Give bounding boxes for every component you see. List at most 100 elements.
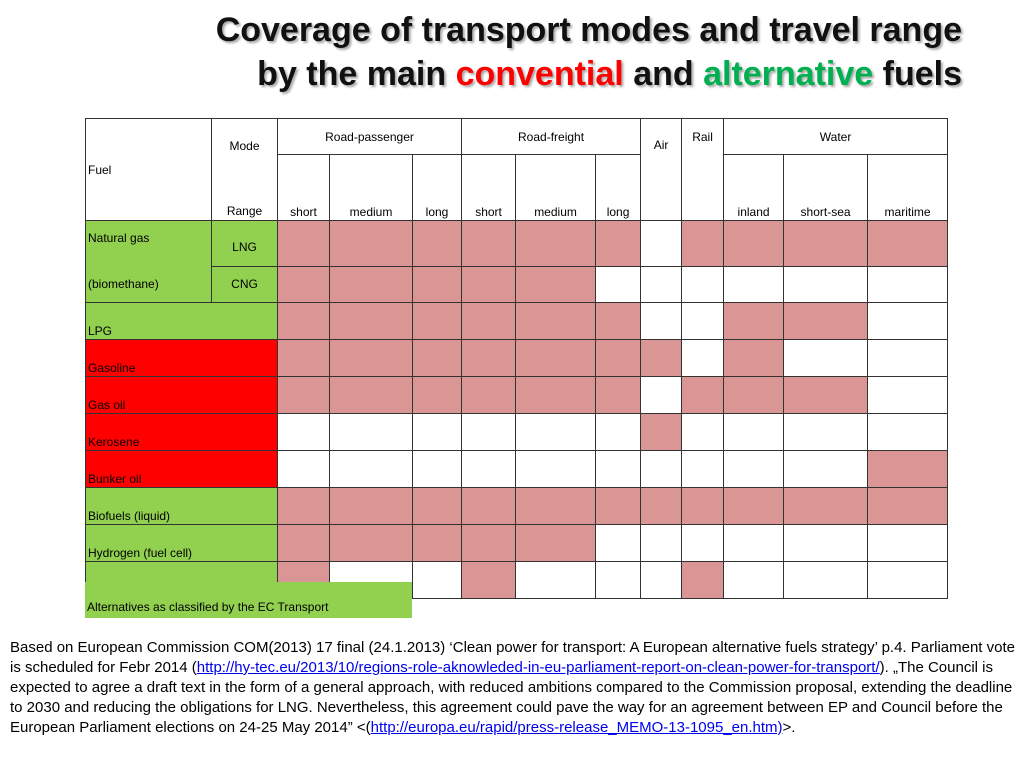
table-row: Gasoline [85,338,949,377]
header-cell: long [595,154,642,221]
covered-cell [411,265,463,303]
header-cell: Rail [681,118,725,221]
empty-cell [681,449,725,488]
empty-cell [595,523,642,562]
covered-cell [411,301,463,340]
empty-cell [640,560,683,599]
footer: Based on European Commission COM(2013) 1… [10,638,1015,738]
covered-cell [515,220,597,267]
covered-cell [329,338,413,377]
empty-cell [595,412,642,451]
table-row: Bunker oil [85,449,949,488]
covered-cell [461,486,517,525]
empty-cell [723,412,785,451]
empty-cell [723,449,785,488]
covered-cell [681,486,725,525]
table-row: Hydrogen (fuel cell) [85,523,949,562]
empty-cell [783,523,869,562]
empty-cell [867,375,949,414]
covered-cell [329,486,413,525]
covered-cell [461,375,517,414]
footer-text: ). „The Council is expected to agree a d… [10,659,1013,736]
empty-cell [461,449,517,488]
covered-cell [681,560,725,599]
covered-cell [329,220,413,267]
table-row: Kerosene [85,412,949,451]
footer-link[interactable]: http://europa.eu/rapid/press-release_MEM… [370,719,783,736]
empty-cell [681,301,725,340]
covered-cell [723,301,785,340]
header-cell: medium [329,154,413,221]
empty-cell [723,265,785,303]
header-cell: long [411,154,463,221]
range-cell: CNG [211,265,278,303]
covered-cell [783,301,869,340]
covered-cell [783,220,869,267]
title: Coverage of transport modes and travel r… [40,8,962,96]
covered-cell [277,486,330,525]
covered-cell [461,338,517,377]
covered-cell [723,375,785,414]
empty-cell [640,375,683,414]
empty-cell [681,412,725,451]
covered-cell [277,375,330,414]
covered-cell [515,301,597,340]
title-text: fuels [882,55,962,93]
title-conventional: convential [455,55,624,93]
empty-cell [867,301,949,340]
empty-cell [515,412,597,451]
covered-cell [277,220,330,267]
empty-cell [640,449,683,488]
covered-cell [783,486,869,525]
empty-cell [329,412,413,451]
empty-cell [783,338,869,377]
footer-link[interactable]: http://hy-tec.eu/2013/10/regions-role-ak… [196,659,880,676]
covered-cell [461,523,517,562]
covered-cell [461,301,517,340]
empty-cell [681,265,725,303]
covered-cell [461,265,517,303]
footer-text: Based on European Commission COM(2013) 1… [10,639,1015,676]
header-cell: inland [723,154,785,221]
empty-cell [681,523,725,562]
header-text: Mode [229,139,260,153]
header-cell: short-sea [783,154,869,221]
covered-cell [681,375,725,414]
covered-cell [783,375,869,414]
empty-cell [595,449,642,488]
covered-cell [411,523,463,562]
covered-cell [329,265,413,303]
table-row: (biomethane) CNG [85,265,949,303]
fuel-cell: Gas oil [85,375,278,414]
footer-text: >. [782,719,796,736]
covered-cell [640,338,683,377]
range-cell: LNG [211,220,278,267]
header-cell: Road-passenger [276,118,463,155]
covered-cell [461,560,517,599]
empty-cell [783,560,869,599]
fuel-cell: (biomethane) [85,266,212,303]
covered-cell [595,338,642,377]
covered-cell [411,375,463,414]
table-row: LPG [85,301,949,340]
covered-cell [595,301,642,340]
covered-cell [277,265,330,303]
empty-cell [867,338,949,377]
header-cell: maritime [867,154,949,221]
header-cell: short [277,154,330,221]
covered-cell [640,412,683,451]
fuel-cell: Kerosene [85,412,278,451]
empty-cell [595,560,642,599]
empty-cell [640,523,683,562]
empty-cell [595,265,642,303]
header-cell: Air [640,118,683,221]
empty-cell [411,449,463,488]
covered-cell [461,220,517,267]
header-cell: medium [515,154,597,221]
covered-cell [595,486,642,525]
empty-cell [515,560,597,599]
title-line: by the main convential and alternative f… [40,52,962,96]
covered-cell [515,486,597,525]
covered-cell [515,338,597,377]
